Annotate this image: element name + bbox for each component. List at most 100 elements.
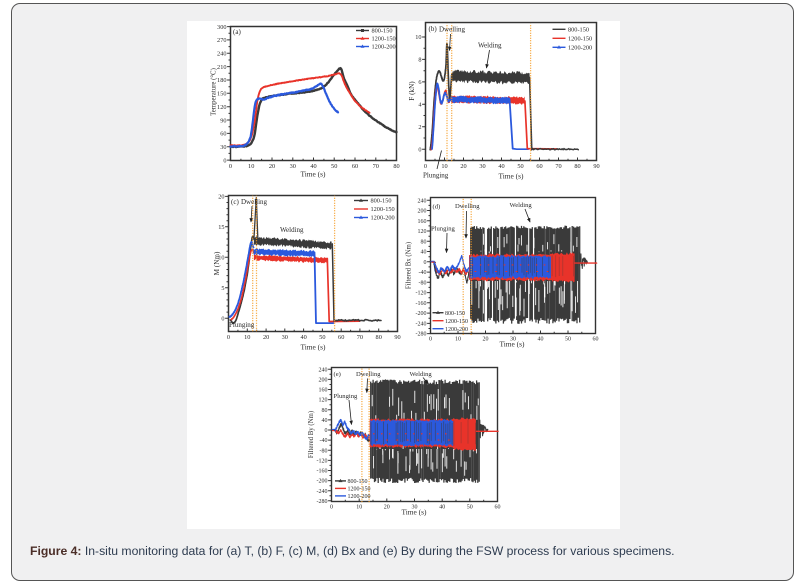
svg-text:-40: -40 [419,270,427,276]
svg-text:Time (s): Time (s) [301,169,327,178]
svg-text:Plunging: Plunging [229,321,255,329]
svg-text:0: 0 [424,260,427,266]
svg-text:120: 120 [418,229,427,235]
svg-text:240: 240 [217,51,226,58]
svg-text:Time (s): Time (s) [499,171,525,180]
svg-text:240: 240 [319,367,328,373]
svg-text:90: 90 [593,163,599,170]
svg-text:10: 10 [218,255,224,262]
svg-text:0: 0 [229,163,232,170]
svg-text:20: 20 [218,194,224,201]
svg-text:Filtered Bx (Nm): Filtered Bx (Nm) [406,242,413,289]
svg-text:Welding: Welding [410,371,433,378]
svg-text:40: 40 [439,505,445,511]
svg-text:180: 180 [217,77,226,84]
svg-text:20: 20 [483,337,489,343]
svg-text:200: 200 [418,209,427,215]
svg-text:Time (s): Time (s) [500,340,526,349]
svg-text:1200-150: 1200-150 [371,206,395,213]
svg-text:90: 90 [394,334,400,341]
svg-text:60: 60 [338,334,344,341]
svg-text:50: 50 [331,163,337,170]
svg-text:70: 70 [357,334,363,341]
svg-text:0: 0 [325,428,328,434]
svg-text:30: 30 [282,334,288,341]
svg-text:Filtered By (Nm): Filtered By (Nm) [308,411,315,458]
svg-text:40: 40 [322,418,328,424]
svg-text:120: 120 [217,104,226,111]
svg-text:-280: -280 [416,332,427,338]
svg-text:120: 120 [319,398,328,404]
svg-text:40: 40 [310,163,316,170]
svg-text:300: 300 [217,24,226,31]
svg-text:270: 270 [217,37,226,44]
svg-text:40: 40 [300,334,306,341]
svg-text:30: 30 [412,505,418,511]
svg-text:-200: -200 [416,311,427,317]
svg-text:20: 20 [263,334,269,341]
svg-text:20: 20 [460,163,466,170]
svg-text:50: 50 [467,505,473,511]
svg-text:Plunging: Plunging [423,172,449,180]
svg-text:1200-150: 1200-150 [445,319,468,325]
svg-text:50: 50 [517,163,523,170]
svg-text:1200-200: 1200-200 [372,44,396,51]
svg-text:-120: -120 [416,291,427,297]
svg-text:80: 80 [322,408,328,414]
svg-text:-160: -160 [317,469,328,475]
svg-text:-200: -200 [317,479,328,485]
svg-text:F (kN): F (kN) [408,81,416,101]
svg-text:80: 80 [376,334,382,341]
svg-text:1200-150: 1200-150 [568,36,592,43]
svg-text:70: 70 [373,163,379,170]
svg-text:50: 50 [565,337,571,343]
svg-text:10: 10 [248,163,254,170]
svg-text:0: 0 [227,334,230,341]
svg-text:Plunging: Plunging [431,226,456,233]
svg-text:1200-150: 1200-150 [372,36,396,43]
svg-text:60: 60 [495,505,501,511]
svg-text:10: 10 [441,163,447,170]
svg-text:50: 50 [319,334,325,341]
svg-text:20: 20 [269,163,275,170]
svg-text:800-150: 800-150 [372,28,393,35]
svg-text:-80: -80 [320,448,328,454]
svg-text:-280: -280 [317,499,328,505]
svg-text:40: 40 [498,163,504,170]
svg-text:60: 60 [593,337,599,343]
svg-text:-40: -40 [320,438,328,444]
svg-text:Dwelling: Dwelling [455,203,480,210]
svg-text:Temperature (°C): Temperature (°C) [211,68,218,116]
svg-text:160: 160 [418,219,427,225]
svg-text:0: 0 [424,163,427,170]
svg-text:80: 80 [421,239,427,245]
svg-text:240: 240 [418,198,427,204]
svg-text:Welding: Welding [478,42,502,50]
svg-text:-120: -120 [317,459,328,465]
svg-text:80: 80 [574,163,580,170]
svg-text:0: 0 [221,315,224,322]
svg-text:10: 10 [455,337,461,343]
svg-text:90: 90 [220,117,226,124]
svg-text:Time (s): Time (s) [402,508,428,517]
svg-text:(c): (c) [231,198,239,206]
svg-text:M (Nm): M (Nm) [213,251,221,275]
svg-text:60: 60 [352,163,358,170]
svg-text:80: 80 [393,163,399,170]
svg-text:160: 160 [319,388,328,394]
svg-text:(d): (d) [433,204,441,211]
svg-text:5: 5 [221,285,224,292]
svg-text:60: 60 [536,163,542,170]
svg-text:800-150: 800-150 [568,27,589,34]
svg-text:10: 10 [415,34,421,41]
svg-text:1200-200: 1200-200 [445,327,468,333]
svg-text:10: 10 [244,334,250,341]
svg-text:40: 40 [538,337,544,343]
svg-text:1200-150: 1200-150 [348,487,371,493]
svg-text:Dwelling: Dwelling [356,371,381,378]
svg-text:8: 8 [418,57,421,64]
svg-text:(e): (e) [334,371,341,378]
svg-text:800-150: 800-150 [371,198,392,205]
svg-text:Time (s): Time (s) [301,343,327,352]
svg-text:0: 0 [418,146,421,153]
